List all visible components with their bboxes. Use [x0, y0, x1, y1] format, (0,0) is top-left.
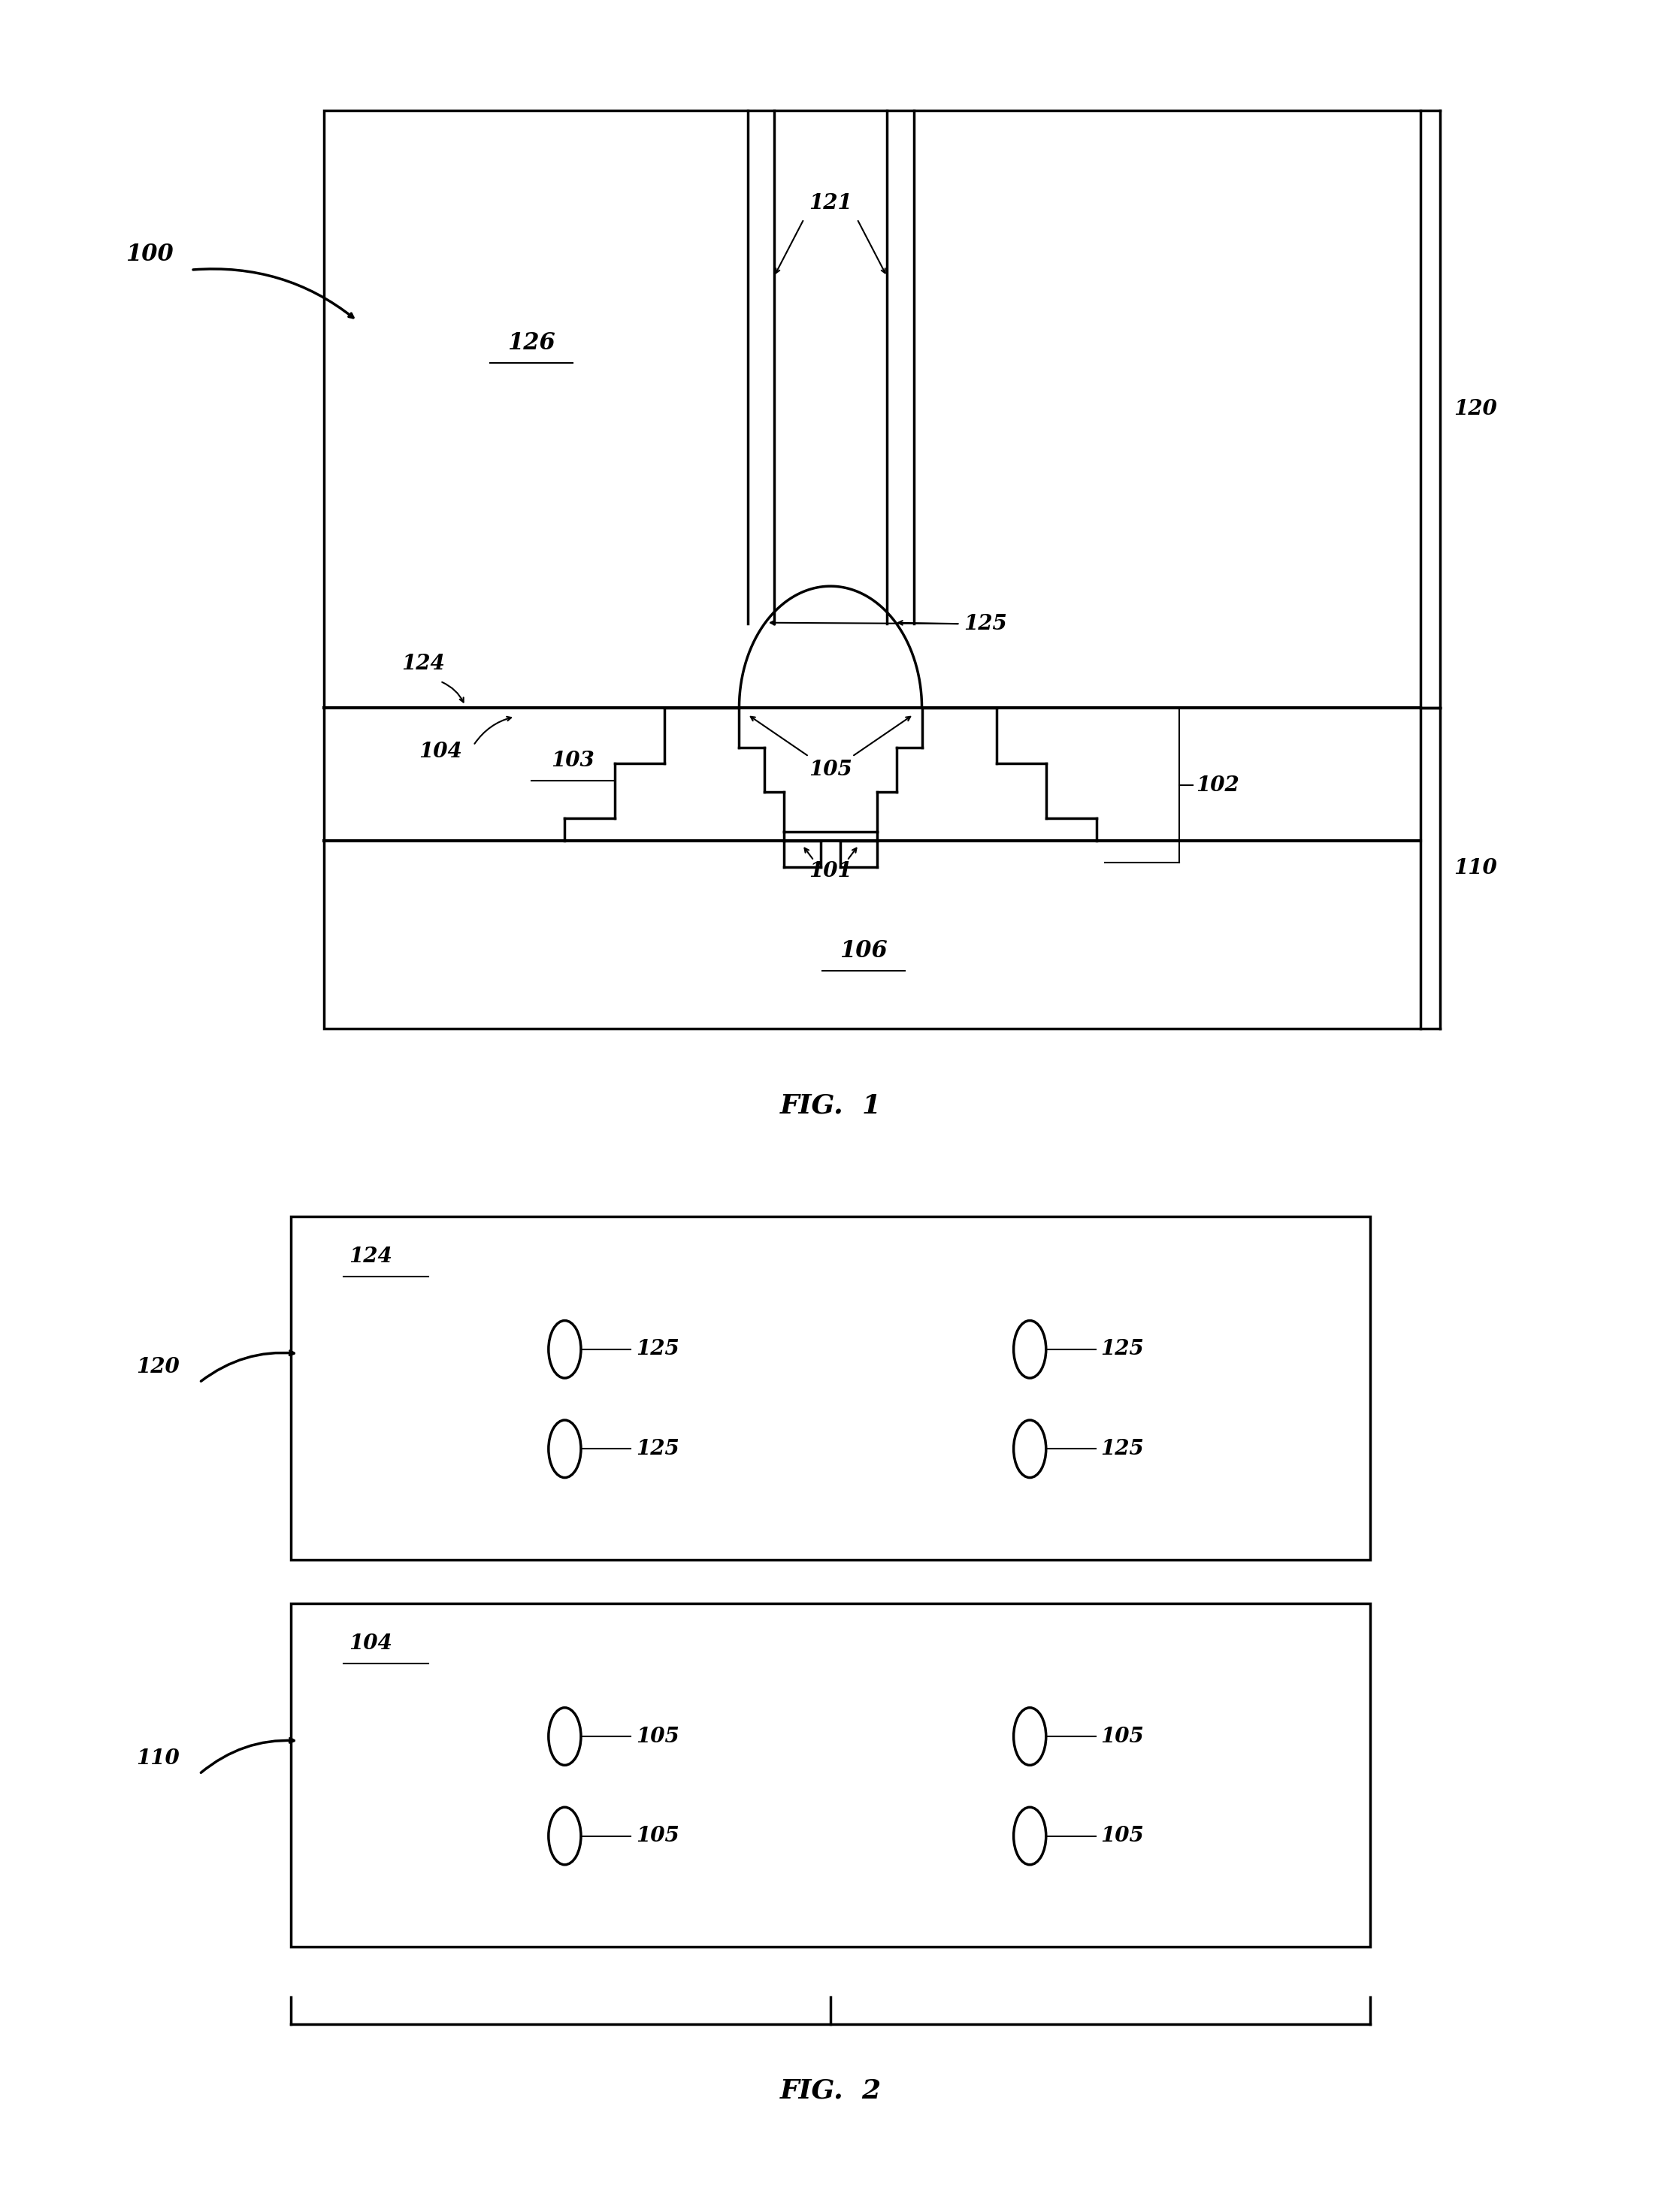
- Text: 106: 106: [840, 940, 887, 962]
- Text: 105: 105: [1101, 1825, 1144, 1847]
- Text: 105: 105: [809, 759, 852, 781]
- Text: 125: 125: [1101, 1338, 1144, 1360]
- Text: 104: 104: [419, 741, 462, 763]
- Text: 124: 124: [349, 1245, 392, 1267]
- Bar: [324, 111, 1420, 1029]
- Text: FIG.  2: FIG. 2: [779, 2077, 882, 2104]
- Text: 121: 121: [809, 192, 852, 215]
- Text: 101: 101: [809, 860, 852, 883]
- Text: 125: 125: [963, 613, 1007, 635]
- Text: 110: 110: [1453, 858, 1497, 878]
- Text: 103: 103: [551, 750, 595, 772]
- Text: 125: 125: [636, 1338, 679, 1360]
- Text: 120: 120: [1453, 398, 1497, 420]
- Text: 105: 105: [1101, 1725, 1144, 1747]
- Text: 104: 104: [349, 1632, 392, 1655]
- Bar: [291, 1217, 1370, 1559]
- Text: 105: 105: [636, 1825, 679, 1847]
- Text: 105: 105: [636, 1725, 679, 1747]
- Text: FIG.  1: FIG. 1: [779, 1093, 882, 1119]
- Bar: [291, 1604, 1370, 1947]
- Text: 126: 126: [508, 332, 555, 354]
- Text: 125: 125: [636, 1438, 679, 1460]
- Text: 125: 125: [1101, 1438, 1144, 1460]
- Text: 102: 102: [1196, 774, 1239, 796]
- Text: 110: 110: [136, 1747, 179, 1770]
- Text: 120: 120: [136, 1356, 179, 1378]
- Text: 124: 124: [402, 653, 445, 675]
- Text: 100: 100: [126, 243, 173, 265]
